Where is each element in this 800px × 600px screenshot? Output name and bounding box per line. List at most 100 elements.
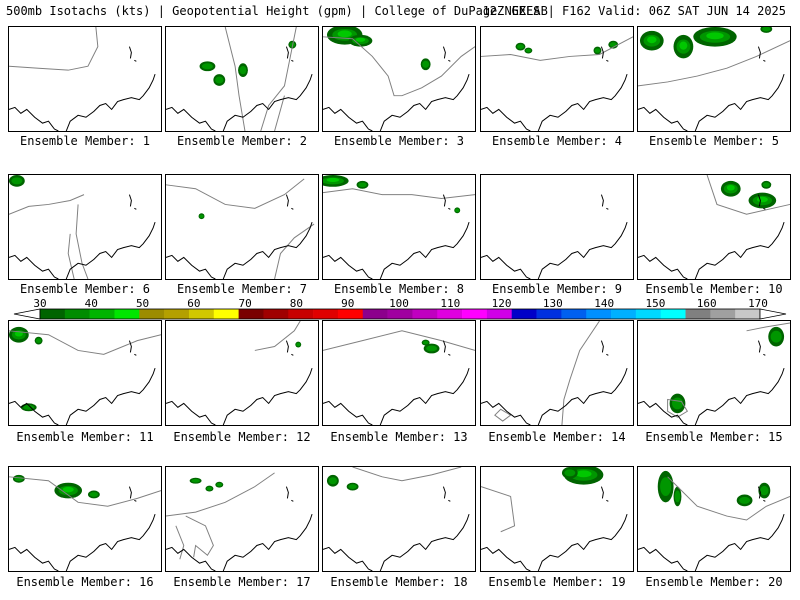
- colorbar-swatch: [387, 309, 413, 319]
- isotach-blob: [608, 40, 619, 49]
- coastline: [600, 46, 609, 62]
- ensemble-panel: [480, 320, 634, 426]
- coastline: [600, 340, 609, 356]
- map-panel: [638, 175, 790, 279]
- isotach-blob: [87, 490, 100, 499]
- isotach-blob: [323, 175, 349, 187]
- map-panel: [481, 467, 628, 571]
- isotach-blob: [9, 175, 25, 187]
- coastline: [166, 513, 313, 571]
- map-panel: [9, 326, 161, 425]
- colorbar-swatch: [139, 309, 165, 319]
- colorbar-swatch: [188, 309, 215, 319]
- isotach-blob: [295, 341, 302, 348]
- isotach-blob: [326, 474, 339, 487]
- isotach-blob: [720, 180, 741, 197]
- colorbar-swatch: [586, 309, 612, 319]
- isotach-blob: [593, 46, 602, 55]
- map-panel: [323, 27, 475, 131]
- map-panel: [166, 321, 313, 425]
- isotach-blob: [420, 58, 431, 71]
- ensemble-panel: [637, 320, 791, 426]
- member-caption: Ensemble Member: 3: [333, 134, 465, 148]
- colorbar-tick-label: 90: [341, 297, 355, 310]
- map-panel: [323, 175, 475, 279]
- coastline: [285, 46, 294, 62]
- isotach-blob: [20, 403, 37, 412]
- isotach-blob: [421, 339, 430, 346]
- coastline: [757, 46, 766, 62]
- height-contour: [254, 321, 301, 351]
- coastline: [638, 367, 785, 425]
- colorbar-arrow-right: [759, 308, 787, 320]
- member-caption: Ensemble Member: 12: [173, 430, 311, 444]
- coastline: [600, 486, 609, 502]
- ensemble-panel: [480, 26, 634, 132]
- ensemble-panel: [165, 174, 319, 280]
- height-contour: [67, 233, 75, 279]
- coastline: [166, 367, 313, 425]
- colorbar-swatch: [238, 309, 264, 319]
- height-contour: [667, 398, 689, 418]
- colorbar-tick-label: 100: [389, 297, 409, 310]
- height-contour: [746, 322, 790, 332]
- coastline: [285, 340, 294, 356]
- isotach-blob: [760, 27, 773, 33]
- coastline: [442, 194, 451, 210]
- coastline: [9, 513, 156, 571]
- isotach-blob: [454, 207, 461, 214]
- height-contour: [166, 472, 275, 517]
- height-contour: [224, 27, 246, 131]
- coastline: [128, 340, 137, 356]
- isotach-blob: [673, 34, 694, 59]
- colorbar-swatch: [288, 309, 314, 319]
- coastline: [285, 486, 294, 502]
- colorbar-swatch: [635, 309, 661, 319]
- map-panel: [481, 321, 628, 425]
- isotach-blob: [736, 494, 753, 507]
- model-run-info: 12Z GEFS | F162 Valid: 06Z SAT JUN 14 20…: [482, 4, 786, 18]
- isotach-blob: [54, 482, 83, 499]
- ensemble-panel: [480, 466, 634, 572]
- ensemble-panel: [8, 320, 162, 426]
- coastline: [638, 513, 785, 571]
- member-caption: Ensemble Member: 19: [488, 575, 626, 589]
- member-caption: Ensemble Member: 11: [16, 430, 154, 444]
- coastline: [481, 73, 628, 131]
- ensemble-panel: [322, 174, 476, 280]
- colorbar-swatch: [89, 309, 115, 319]
- isotach-blob: [199, 61, 216, 72]
- map-panel: [481, 194, 628, 279]
- map-panel: [323, 330, 475, 425]
- colorbar-swatch: [64, 309, 90, 319]
- isotach-blob: [673, 486, 682, 507]
- member-caption: Ensemble Member: 7: [176, 282, 308, 296]
- ensemble-panel: [637, 466, 791, 572]
- height-contour: [481, 486, 516, 533]
- coastline: [481, 221, 628, 279]
- isotach-blob: [34, 336, 43, 345]
- colorbar-swatch: [486, 309, 513, 319]
- coastline: [323, 221, 470, 279]
- map-panel: [638, 27, 790, 131]
- colorbar-swatch: [213, 309, 239, 319]
- isotach-blob: [758, 482, 771, 499]
- coastline: [323, 367, 470, 425]
- colorbar-swatch: [660, 309, 686, 319]
- member-caption: Ensemble Member: 17: [173, 575, 311, 589]
- colorbar-tick-label: 30: [33, 297, 47, 310]
- colorbar-swatch: [437, 309, 463, 319]
- colorbar-tick-label: 50: [135, 297, 150, 310]
- height-contour: [75, 204, 89, 279]
- isotach-blob: [657, 470, 674, 503]
- coastline: [9, 73, 156, 131]
- map-panel: [638, 322, 790, 425]
- colorbar-tick-label: 160: [696, 297, 717, 310]
- ensemble-panel: [8, 26, 162, 132]
- member-caption: Ensemble Member: 20: [645, 575, 783, 589]
- member-caption: Ensemble Member: 4: [491, 134, 623, 148]
- coastline: [600, 194, 609, 210]
- map-panel: [166, 178, 315, 279]
- member-caption: Ensemble Member: 16: [16, 575, 154, 589]
- isotach-blob: [524, 47, 533, 54]
